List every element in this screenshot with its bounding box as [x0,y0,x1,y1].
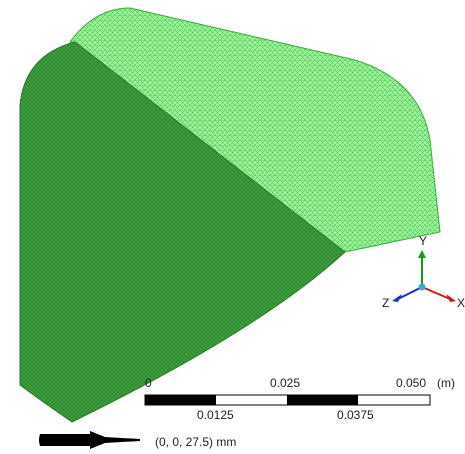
position-text: (0, 0, 27.5) mm [155,435,236,449]
scale-label: 0.025 [270,376,300,390]
axis-label: X [457,296,465,310]
scale-unit: (m) [437,376,455,390]
scale-label: 0.050 [396,376,426,390]
axis-label: Z [382,296,389,310]
scale-label: 0.0125 [197,408,234,422]
axis-label: Y [419,234,427,248]
scale-bar: 0 0.025 0.050 (m) 0.0125 0.0375 [144,376,455,422]
scale-label: 0 [145,376,152,390]
axis-triad: Y X Z [382,234,465,310]
mesh-top-face [69,7,441,253]
mesh-front-face [19,41,346,423]
position-indicator: (0, 0, 27.5) mm [39,431,236,449]
scale-label: 0.0375 [337,408,374,422]
